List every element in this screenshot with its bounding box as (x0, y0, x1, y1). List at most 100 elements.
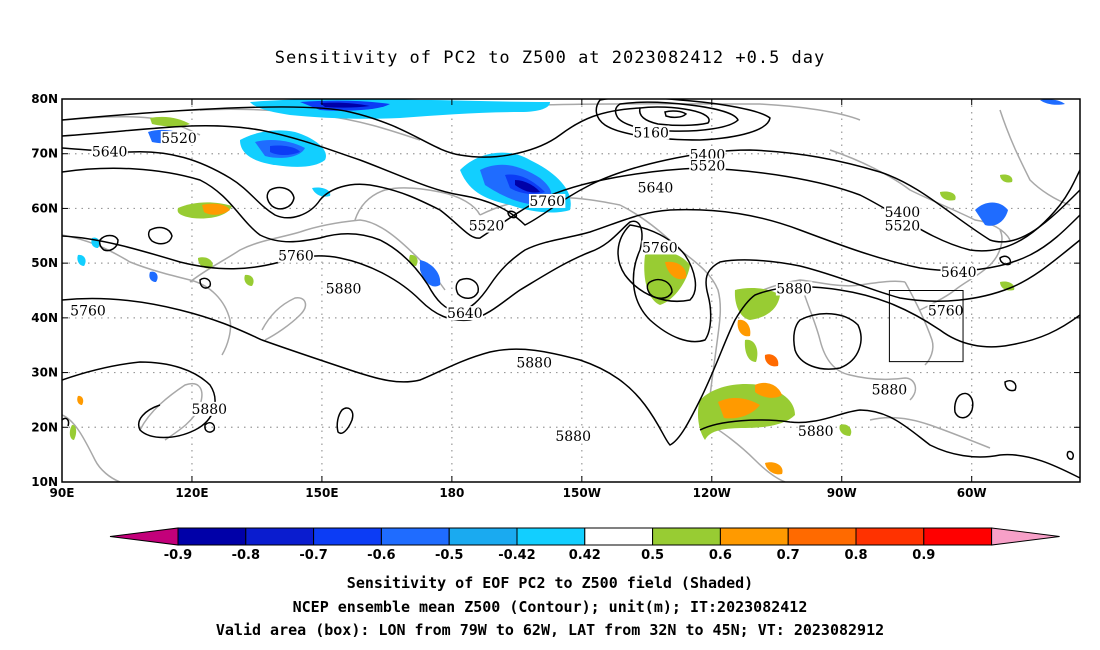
colorbar-label: 0.6 (709, 548, 732, 563)
contour-label-bg (884, 204, 921, 219)
colorbar-segment (584, 527, 654, 546)
colorbar-labels: -0.9 -0.8 -0.7 -0.6 -0.5 -0.42 0.42 0.5 0.6 0.7 0.… (164, 548, 936, 563)
contour-label-bg (528, 193, 566, 208)
colorbar-segment (652, 527, 721, 546)
contour-label-bg (775, 281, 813, 296)
tick-marks (61, 98, 1080, 483)
map-frame (61, 98, 1081, 483)
contour-label: 5760 (70, 303, 106, 319)
latitude-labels: 80N 70N 60N 50N 40N 30N 20N 10N (31, 92, 58, 489)
lon-label: 90W (827, 486, 857, 500)
colorbar-label: 0.8 (844, 548, 867, 563)
contour-label-bg (160, 131, 198, 146)
lat-label: 80N (31, 92, 58, 106)
contour-label: 5880 (555, 429, 591, 445)
lat-label: 70N (31, 147, 58, 161)
contour-label: 5400 (885, 205, 921, 221)
contour-label: 5520 (690, 158, 726, 174)
contour-label: 5880 (798, 424, 834, 440)
lon-label: 120W (693, 486, 731, 500)
contour-label: 5640 (941, 265, 977, 281)
colorbar-label: 0.42 (569, 548, 601, 563)
colorbar-label: 0.7 (777, 548, 800, 563)
colorbar-segment (380, 527, 450, 546)
colorbar-segment (516, 527, 586, 546)
contour-label: 5880 (776, 282, 812, 298)
colorbar-high-extension (991, 527, 1060, 546)
footer-line-1: Sensitivity of EOF PC2 to Z500 field (Sh… (346, 574, 754, 592)
colorbar-label: -0.7 (299, 548, 327, 563)
colorbar (109, 527, 1060, 546)
contour-label: 5760 (529, 194, 565, 210)
colorbar-label: -0.9 (164, 548, 192, 563)
chart-title: Sensitivity of PC2 to Z500 at 2023082412… (274, 48, 826, 68)
contour-label: 5520 (469, 219, 505, 235)
colorbar-label: -0.8 (232, 548, 260, 563)
contour-label: 5160 (633, 126, 669, 142)
lat-label: 20N (31, 420, 58, 434)
colorbar-segment (787, 527, 857, 546)
positive-sensitivity-shading (69, 116, 1015, 475)
colorbar-segment (448, 527, 518, 546)
contour-label-bg (871, 382, 908, 397)
contour-label-bg (927, 303, 964, 318)
colorbar-label: -0.42 (498, 548, 535, 563)
contour-label-bg (468, 218, 505, 233)
colorbar-segment (719, 527, 789, 546)
colorbar-label: 0.5 (641, 548, 664, 563)
colorbar-label: -0.6 (367, 548, 395, 563)
contour-label-bg (69, 303, 107, 318)
lat-label: 60N (31, 201, 58, 215)
contour-label-bg (191, 401, 228, 416)
contour-label-bg (884, 218, 921, 233)
contour-label-bg (91, 144, 128, 159)
contour-label: 5760 (928, 303, 964, 319)
contour-label-bg (689, 147, 726, 162)
contour-label-bg (446, 306, 484, 321)
z500-contours (62, 99, 1080, 479)
colorbar-segment (313, 527, 382, 546)
footer-line-3: Valid area (box): LON from 79W to 62W, L… (215, 621, 885, 639)
contour-label: 5520 (161, 131, 197, 147)
lon-label: 180 (439, 486, 464, 500)
colorbar-segment (923, 527, 993, 546)
lon-label: 150W (563, 486, 601, 500)
colorbar-low-extension (109, 527, 179, 546)
colorbar-segment (855, 527, 925, 546)
contour-label-bg (515, 355, 553, 370)
contour-label-bg (554, 429, 592, 444)
contour-label: 5640 (638, 180, 674, 196)
contour-label-bg (325, 281, 362, 296)
lat-label: 50N (31, 256, 58, 270)
contour-label: 5520 (885, 219, 921, 235)
contour-label: 5760 (642, 240, 678, 256)
contour-label: 5640 (92, 145, 128, 161)
contour-label: 5880 (872, 383, 908, 399)
lon-label: 90E (50, 486, 75, 500)
contour-label: 5760 (278, 249, 314, 265)
contour-label-bg (637, 180, 674, 195)
valid-area-box (888, 290, 964, 363)
contour-labels: 5520564051605400552056405760552057605760… (69, 125, 977, 445)
contour-label-bg (277, 248, 315, 263)
lon-label: 150E (305, 486, 338, 500)
longitude-labels: 90E 120E 150E 180 150W 120W 90W 60W (50, 486, 987, 500)
contour-label-bg (641, 240, 679, 255)
colorbar-segment (177, 527, 247, 546)
lon-label: 60W (957, 486, 987, 500)
contour-label-bg (797, 423, 834, 438)
footer-line-2: NCEP ensemble mean Z500 (Contour); unit(… (292, 598, 808, 616)
lat-label: 10N (31, 475, 58, 489)
contour-label-bg (632, 125, 670, 140)
colorbar-segment (245, 527, 315, 546)
contour-label: 5880 (191, 402, 227, 418)
lon-label: 120E (175, 486, 208, 500)
contour-label-bg (689, 158, 726, 173)
gridlines (62, 99, 1080, 482)
contour-label: 5640 (447, 306, 483, 322)
lat-label: 40N (31, 311, 58, 325)
contour-label-bg (940, 265, 977, 280)
contour-label: 5880 (326, 282, 362, 298)
contour-label: 5880 (516, 355, 552, 371)
